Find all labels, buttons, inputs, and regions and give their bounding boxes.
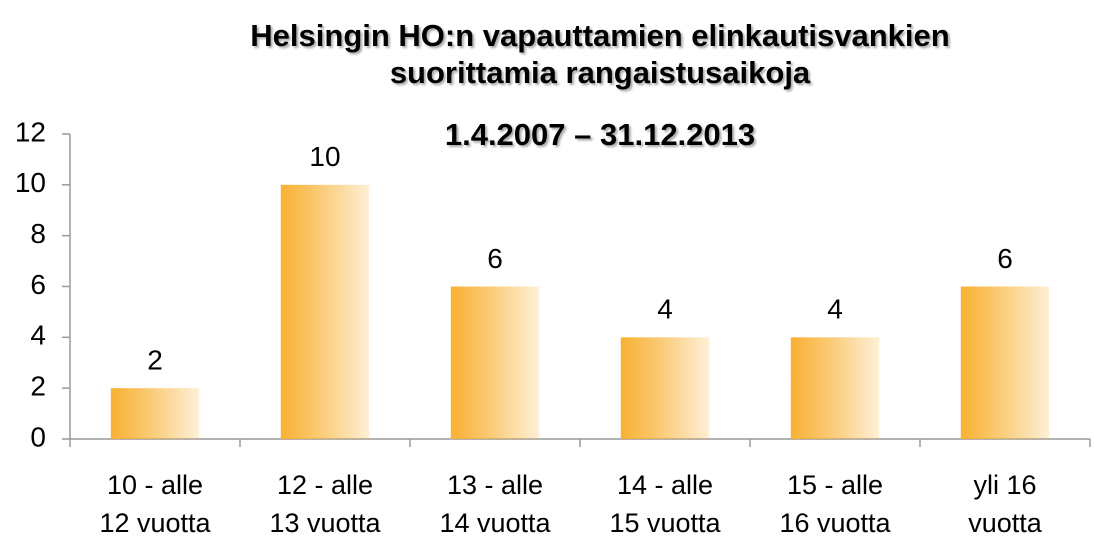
x-tick-label: 13 vuotta bbox=[269, 508, 381, 537]
y-tick-label: 0 bbox=[30, 421, 46, 452]
bar bbox=[620, 337, 710, 439]
x-tick-label: 12 vuotta bbox=[99, 508, 211, 537]
data-label: 6 bbox=[997, 243, 1013, 274]
x-tick-label: 13 - alle bbox=[447, 470, 543, 500]
x-tick-label: 14 vuotta bbox=[439, 508, 551, 537]
y-tick-label: 12 bbox=[15, 116, 46, 147]
x-tick-label: 16 vuotta bbox=[779, 508, 891, 537]
chart-title: suorittamia rangaistusaikoja bbox=[390, 55, 811, 90]
x-tick-label: 15 vuotta bbox=[609, 508, 721, 537]
data-label: 4 bbox=[827, 294, 843, 325]
y-tick-label: 6 bbox=[30, 269, 46, 300]
y-tick-label: 4 bbox=[30, 320, 46, 351]
data-label: 4 bbox=[657, 294, 673, 325]
data-label: 2 bbox=[147, 345, 163, 376]
x-tick-label: 15 - alle bbox=[787, 470, 883, 500]
y-tick-label: 10 bbox=[15, 167, 46, 198]
y-tick-label: 2 bbox=[30, 371, 46, 402]
x-tick-label: vuotta bbox=[968, 508, 1043, 537]
bar bbox=[790, 337, 880, 439]
bar bbox=[110, 388, 200, 439]
chart-title: Helsingin HO:n vapauttamien elinkautisva… bbox=[250, 18, 949, 53]
bar bbox=[280, 184, 370, 439]
chart-title: 1.4.2007 – 31.12.2013 bbox=[445, 117, 755, 152]
bar bbox=[450, 286, 540, 439]
data-label: 10 bbox=[309, 141, 340, 172]
y-tick-label: 8 bbox=[30, 218, 46, 249]
x-tick-label: yli 16 bbox=[973, 470, 1036, 500]
x-tick-label: 10 - alle bbox=[107, 470, 203, 500]
x-tick-label: 14 - alle bbox=[617, 470, 713, 500]
data-label: 6 bbox=[487, 243, 503, 274]
x-tick-label: 12 - alle bbox=[277, 470, 373, 500]
bar bbox=[960, 286, 1050, 439]
